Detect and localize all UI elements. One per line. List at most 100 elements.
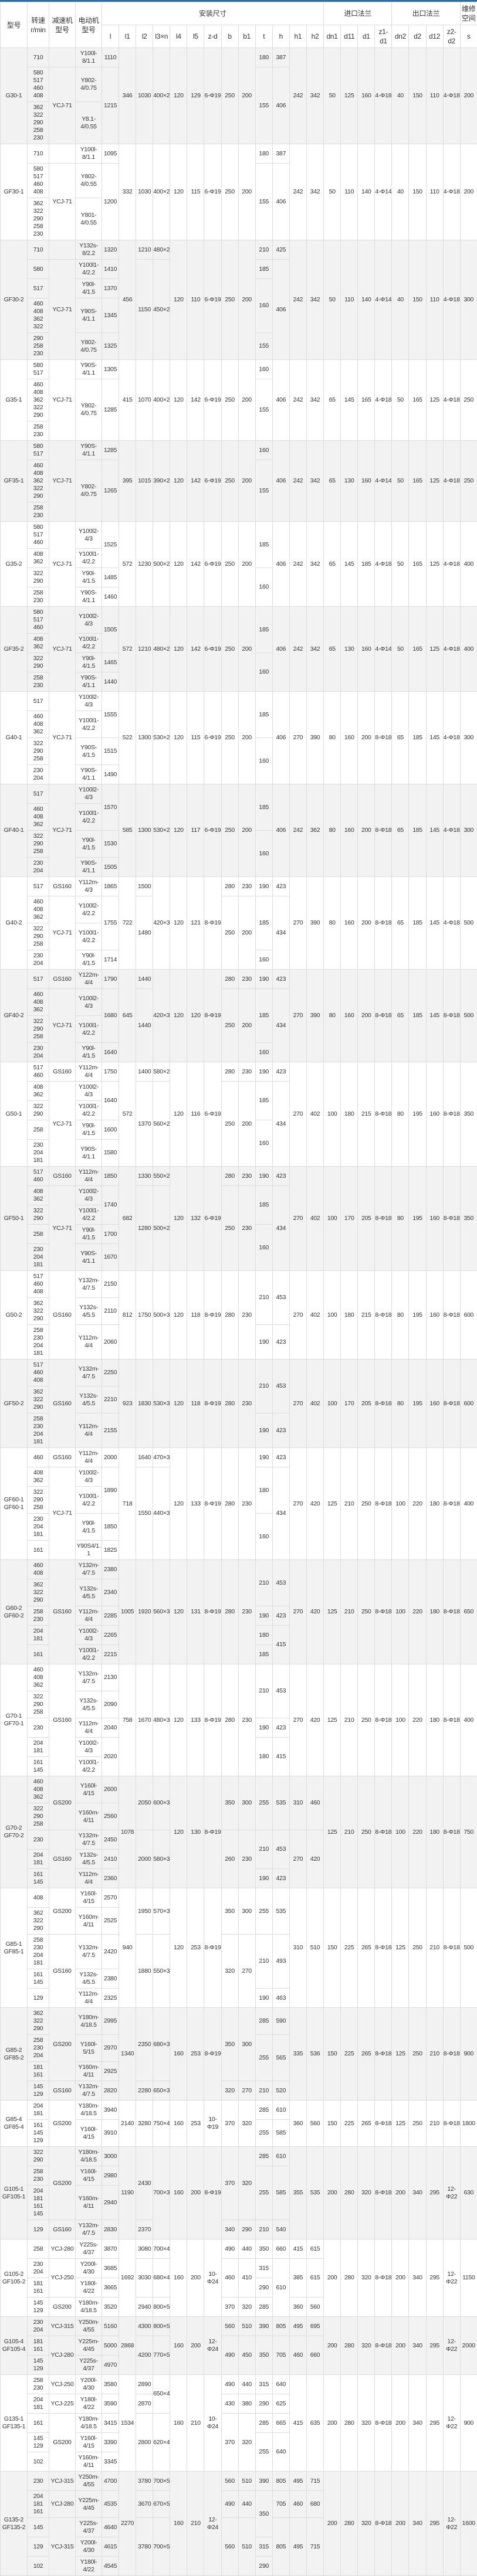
cell-reducer: YCJ-315 xyxy=(49,2317,76,2336)
cell-t: 285 xyxy=(255,2298,272,2317)
cell-speed: 580 xyxy=(28,260,49,279)
cell-l2: 1550 xyxy=(136,1467,153,1560)
cell-b1: 230 xyxy=(238,1062,255,1082)
cell-d11: 210 xyxy=(341,1664,358,1776)
cell-motor: Y225m-4/45 xyxy=(76,2491,102,2518)
cell-d1: 320 xyxy=(358,2239,375,2317)
cell-speed: 322 290 xyxy=(28,2147,49,2166)
cell-l: 1285 xyxy=(102,379,119,441)
cell-speed: 204 181 161 145 xyxy=(28,2186,49,2220)
cell-l4: 120 xyxy=(170,1776,187,1888)
cell-t: 350 xyxy=(255,2491,272,2537)
cell-l: 1850 xyxy=(102,1167,119,1186)
cell-z2-d2: 12-Φ22 xyxy=(443,2472,460,2576)
cell-speed: 517 xyxy=(28,784,49,804)
cell-l1: 572 xyxy=(119,1062,136,1167)
cell-s: 400 xyxy=(460,522,477,607)
cell-b1: 200 xyxy=(238,784,255,877)
cell-d12: 180 xyxy=(426,1448,443,1560)
cell-l2: 1330 xyxy=(136,1167,153,1186)
cell-l: 1110 xyxy=(102,48,119,67)
cell-h1: 242 xyxy=(289,48,306,144)
cell-d2: 150 xyxy=(409,48,426,144)
cell-s: 650 xyxy=(460,1560,477,1664)
cell-speed: 161 xyxy=(28,1645,49,1664)
cell-d12: 145 xyxy=(426,970,443,1062)
cell-h: 423 xyxy=(272,1869,289,1888)
cell-d11: 180 xyxy=(341,1271,358,1360)
cell-l: 2090 xyxy=(102,1691,119,1718)
cell-h1: 270 xyxy=(289,1062,306,1167)
cell-reducer xyxy=(49,144,76,164)
cell-h1: 242 xyxy=(289,441,306,522)
cell-model: G60-2 GF60-2 xyxy=(1,1560,28,1664)
cell-h: 434 xyxy=(272,1082,289,1167)
cell-z-d: 8-Φ19 xyxy=(204,1664,221,1776)
cell-l3n: 500×2 xyxy=(153,1186,170,1271)
cell-model: G105-2 GF105-2 xyxy=(1,2239,28,2317)
cell-z-d: 8-Φ19 xyxy=(204,1448,221,1560)
cell-b1: 510 xyxy=(238,2472,255,2491)
cell-motor: Y200l-4/30 xyxy=(76,2537,102,2557)
cell-h: 463 xyxy=(272,1989,289,2008)
cell-dn2: 65 xyxy=(392,692,409,784)
cell-l: 2020 xyxy=(102,1738,119,1776)
cell-b: 370 xyxy=(221,2298,238,2317)
cell-h2: 420 xyxy=(306,1830,323,1888)
cell-z2-d2: 8-Φ18 xyxy=(443,970,460,1062)
cell-l: 4535 xyxy=(102,2491,119,2518)
header-col-d2: d2 xyxy=(409,25,426,48)
cell-speed: 362 322 290 258 230 xyxy=(28,198,49,240)
cell-speed: 230 204 xyxy=(28,765,49,784)
cell-z1-d1: 4-Φ18 xyxy=(375,48,392,144)
cell-b: 280 xyxy=(221,877,238,896)
cell-motor: Y90S-4/1.1 xyxy=(76,1140,102,1167)
cell-z-d: 12-Φ24 xyxy=(204,2472,221,2576)
cell-z1-d1: 8-Φ18 xyxy=(375,1360,392,1448)
cell-motor: Y132m-4/7.5 xyxy=(76,2081,102,2101)
cell-l: 2110 xyxy=(102,1298,119,1325)
cell-b1: 230 xyxy=(238,1360,255,1448)
cell-b: 350 xyxy=(221,1776,238,1830)
cell-b: 280 xyxy=(221,1664,238,1776)
cell-dn2: 50 xyxy=(392,522,409,607)
cell-b: 320 xyxy=(221,1935,238,2008)
cell-t: 190 xyxy=(255,970,272,989)
header-speed: 转速 r/min xyxy=(28,2,49,48)
cell-dn2: 80 xyxy=(392,1271,409,1360)
cell-speed: 322 290 258 xyxy=(28,1016,49,1043)
cell-d2: 165 xyxy=(409,441,426,522)
cell-l2: 2430 xyxy=(136,2147,153,2220)
cell-t: 190 xyxy=(255,1448,272,1467)
cell-motor: Y90S4/1.1 xyxy=(76,1541,102,1560)
cell-dn1: 65 xyxy=(324,441,341,522)
cell-h1: 335 xyxy=(289,2008,306,2101)
cell-t: 185 xyxy=(255,989,272,1043)
cell-reducer: YCJ-280 xyxy=(49,2336,76,2375)
cell-h2: 635 xyxy=(306,2375,323,2472)
cell-h2: 342 xyxy=(306,240,323,360)
cell-reducer: YCJ-225 xyxy=(49,2394,76,2414)
cell-z1-d1: 4-Φ14 xyxy=(375,607,392,692)
cell-z1-d1: 8-Φ18 xyxy=(375,970,392,1062)
cell-reducer: GS160 xyxy=(49,2081,76,2101)
cell-b: 250 xyxy=(221,692,238,784)
cell-z1-d1: 8-Φ18 xyxy=(375,784,392,877)
cell-z1-d1: 8-Φ18 xyxy=(375,1271,392,1360)
cell-t: 160 xyxy=(255,279,272,333)
cell-d12: 125 xyxy=(426,522,443,607)
cell-l3n: 650×4 xyxy=(153,2375,170,2414)
cell-h: 423 xyxy=(272,1718,289,1738)
cell-h2: 402 xyxy=(306,1062,323,1167)
cell-d2: 340 xyxy=(409,2147,426,2239)
cell-speed: 129 xyxy=(28,1989,49,2008)
cell-l1: 2140 xyxy=(119,2101,136,2147)
cell-reducer: GS160 xyxy=(49,1360,76,1448)
cell-motor: Y160l-4/15 xyxy=(76,2120,102,2147)
cell-z2-d2: 8-Φ18 xyxy=(443,1271,460,1360)
cell-model: GF35-2 xyxy=(1,607,28,692)
